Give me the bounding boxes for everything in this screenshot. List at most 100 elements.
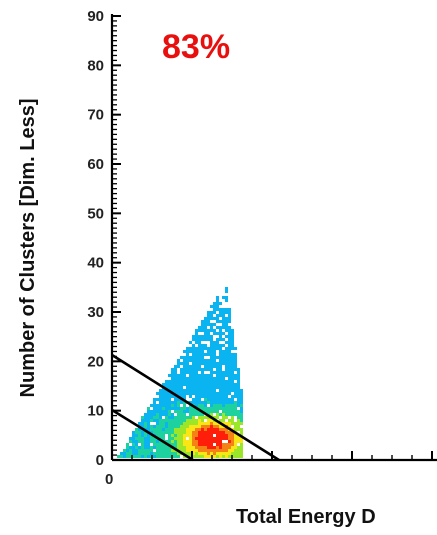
- heatmap-cell-480: [240, 395, 243, 398]
- y-axis-title: Number of Clusters [Dim. Less]: [17, 99, 39, 398]
- heatmap-cell-593: [147, 410, 150, 413]
- heatmap-cell-443: [201, 392, 204, 395]
- heatmap-cell-937: [180, 440, 183, 443]
- heatmap-cell-929: [156, 440, 159, 443]
- heatmap-cell-203: [225, 359, 228, 362]
- heatmap-cell-877: [222, 434, 225, 437]
- heatmap-cell-213: [198, 362, 201, 365]
- heatmap-cell-485: [165, 398, 168, 401]
- heatmap-cell-846: [231, 431, 234, 434]
- heatmap-cell-540: [165, 404, 168, 407]
- heatmap-cell-384: [189, 386, 192, 389]
- heatmap-cell-385: [192, 386, 195, 389]
- heatmap-cell-312: [195, 377, 198, 380]
- heatmap-cell-693: [177, 419, 180, 422]
- heatmap-cell-880: [231, 434, 234, 437]
- heatmap-cell-816: [141, 431, 144, 434]
- heatmap-cell-735: [216, 422, 219, 425]
- x-tick-label-0: 0: [105, 471, 113, 488]
- heatmap-cell-867: [189, 434, 192, 437]
- heatmap-cell-351: [165, 383, 168, 386]
- heatmap-cell-418: [210, 389, 213, 392]
- heatmap-cell-823: [162, 431, 165, 434]
- heatmap-cell-180: [210, 356, 213, 359]
- heatmap-cell-108: [195, 341, 198, 344]
- heatmap-cell-517: [189, 401, 192, 404]
- heatmap-cell-481: [153, 398, 156, 401]
- heatmap-cell-934: [171, 440, 174, 443]
- heatmap-cell-509: [165, 401, 168, 404]
- heatmap-cell-771: [219, 425, 222, 428]
- heatmap-cell-455: [240, 392, 243, 395]
- heatmap-cell-587: [222, 407, 225, 410]
- y-tick-label-40: 40: [87, 255, 104, 272]
- heatmap-cell-677: [225, 416, 228, 419]
- heatmap-cell-902: [189, 437, 192, 440]
- heatmap-cell-961: [147, 443, 150, 446]
- heatmap-cell-534: [240, 401, 243, 404]
- heatmap-cell-229: [186, 365, 189, 368]
- heatmap-cell-12: [216, 305, 219, 308]
- heatmap-cell-263: [237, 368, 240, 371]
- heatmap-cell-413: [195, 389, 198, 392]
- heatmap-cell-561: [237, 404, 240, 407]
- cut-lines: [111, 353, 280, 462]
- heatmap-cell-166: [219, 353, 222, 356]
- heatmap-cell-117: [198, 344, 201, 347]
- heatmap-cell-769: [213, 425, 216, 428]
- heatmap-cell-129: [192, 347, 195, 350]
- heatmap-cell-532: [234, 401, 237, 404]
- heatmap-cell-745: [141, 425, 144, 428]
- heatmap-cell-1084: [168, 452, 171, 455]
- heatmap-cell-878: [225, 434, 228, 437]
- heatmap-cell-844: [225, 431, 228, 434]
- heatmap-cell-265: [174, 371, 177, 374]
- heatmap-cell-837: [204, 431, 207, 434]
- heatmap-cell-226: [174, 365, 177, 368]
- heatmap-cell-621: [237, 410, 240, 413]
- heatmap-cell-869: [195, 434, 198, 437]
- heatmap-cell-81: [222, 332, 225, 335]
- heatmap-cell-726: [189, 422, 192, 425]
- heatmap-cell-848: [240, 431, 243, 434]
- heatmap-cell-750: [156, 425, 159, 428]
- heatmap-cell-1062: [225, 449, 228, 452]
- heatmap-cell-320: [219, 377, 222, 380]
- heatmap-cell-168: [225, 353, 228, 356]
- heatmap-cell-866: [186, 434, 189, 437]
- heatmap-cell-119: [204, 344, 207, 347]
- heatmap-cell-1101: [219, 452, 222, 455]
- heatmap-cell-1091: [189, 452, 192, 455]
- heatmap-cell-1073: [135, 452, 138, 455]
- heatmap-cell-843: [222, 431, 225, 434]
- heatmap-cell-1022: [222, 446, 225, 449]
- heatmap-cell-853: [144, 434, 147, 437]
- heatmap-cell-303: [237, 374, 240, 377]
- heatmap-cell-369: [219, 383, 222, 386]
- heatmap-cell-857: [156, 434, 159, 437]
- heatmap-cell-589: [228, 407, 231, 410]
- heatmap-cell-835: [198, 431, 201, 434]
- heatmap-cell-41: [204, 320, 207, 323]
- heatmap-cell-415: [201, 389, 204, 392]
- heatmap-cell-943: [198, 440, 201, 443]
- heatmap-cell-879: [228, 434, 231, 437]
- heatmap-cell-694: [180, 419, 183, 422]
- heatmap-cell-632: [171, 413, 174, 416]
- heatmap-cell-1057: [210, 449, 213, 452]
- heatmap-cell-733: [210, 422, 213, 425]
- heatmap-cell-374: [234, 383, 237, 386]
- heatmap-cell-479: [237, 395, 240, 398]
- heatmap-cell-190: [183, 359, 186, 362]
- heatmap-cell-274: [213, 371, 216, 374]
- heatmap-cell-711: [138, 422, 141, 425]
- heatmap-cell-306: [177, 377, 180, 380]
- heatmap-cell-731: [204, 422, 207, 425]
- heatmap-cell-464: [183, 395, 186, 398]
- heatmap-cell-645: [222, 413, 225, 416]
- heatmap-cell-774: [228, 425, 231, 428]
- heatmap-cell-964: [159, 443, 162, 446]
- cut-line-upper: [111, 353, 280, 462]
- heatmap-cell-494: [204, 398, 207, 401]
- heatmap-cell-127: [186, 347, 189, 350]
